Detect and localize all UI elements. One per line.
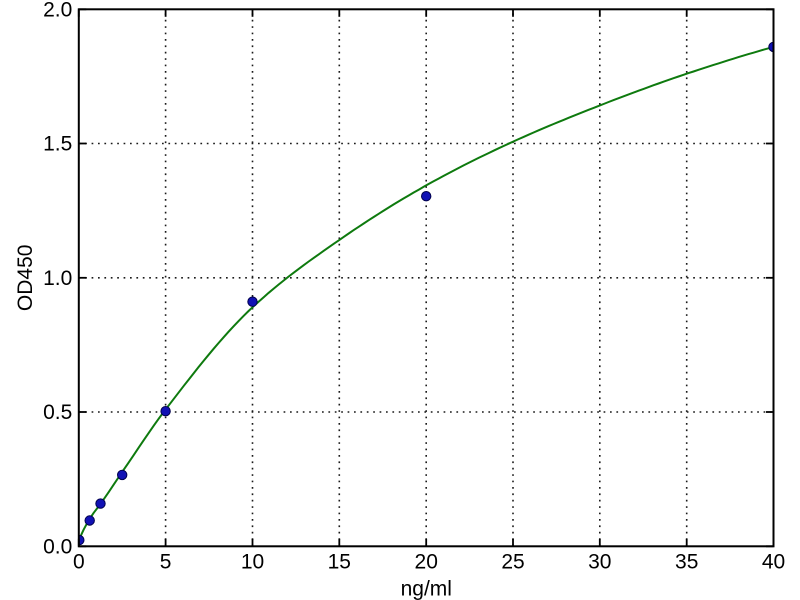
svg-text:ng/ml: ng/ml bbox=[401, 578, 452, 600]
svg-text:15: 15 bbox=[328, 551, 351, 574]
svg-text:1.5: 1.5 bbox=[43, 133, 72, 156]
svg-text:40: 40 bbox=[762, 551, 785, 574]
svg-text:25: 25 bbox=[501, 551, 524, 574]
svg-text:30: 30 bbox=[588, 551, 611, 574]
svg-text:10: 10 bbox=[241, 551, 264, 574]
svg-text:0: 0 bbox=[73, 551, 85, 574]
svg-text:2.0: 2.0 bbox=[43, 0, 72, 21]
svg-text:OD450: OD450 bbox=[14, 245, 37, 312]
svg-text:0.0: 0.0 bbox=[43, 535, 72, 558]
svg-text:0.5: 0.5 bbox=[43, 401, 72, 424]
svg-text:5: 5 bbox=[160, 551, 172, 574]
svg-text:20: 20 bbox=[415, 551, 438, 574]
svg-text:35: 35 bbox=[675, 551, 698, 574]
svg-text:1.0: 1.0 bbox=[43, 267, 72, 290]
